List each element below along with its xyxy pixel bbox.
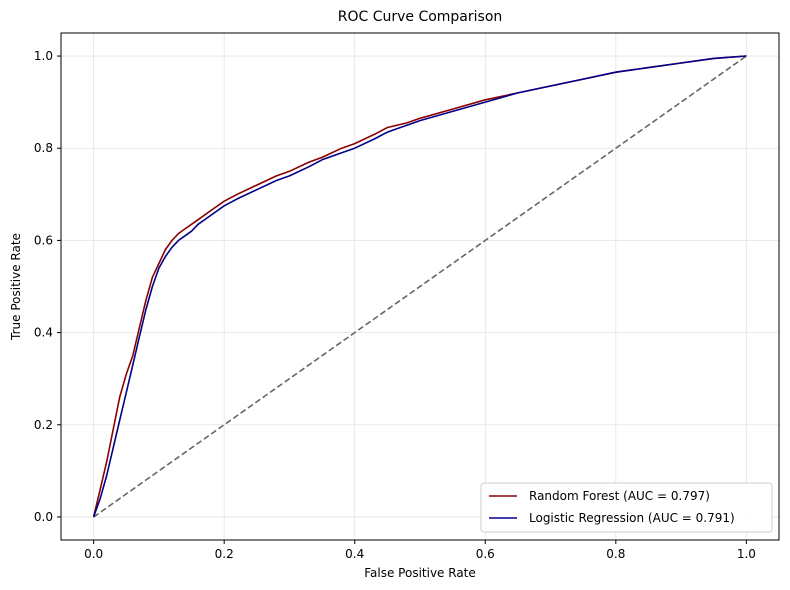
grid (61, 33, 779, 540)
x-tick-label: 0.8 (606, 547, 625, 561)
x-tick-label: 0.0 (84, 547, 103, 561)
x-axis-label: False Positive Rate (364, 566, 476, 580)
ticks: 0.0 0.2 0.4 0.6 0.8 1.0 0.0 0.2 0.4 0.6 0.8 1.0 (34, 49, 756, 561)
x-tick-label: 0.4 (345, 547, 364, 561)
series-layer (92, 55, 747, 518)
y-tick-label: 0.6 (34, 233, 53, 247)
x-tick-label: 1.0 (737, 547, 756, 561)
legend: Random Forest (AUC = 0.797) Logistic Reg… (480, 482, 773, 533)
legend-label-logistic-regression: Logistic Regression (AUC = 0.791) (529, 511, 735, 525)
x-tick-label: 0.6 (476, 547, 495, 561)
y-axis-label: True Positive Rate (9, 233, 23, 341)
y-tick-label: 0.2 (34, 418, 53, 432)
chart-title: ROC Curve Comparison (338, 9, 503, 25)
y-tick-label: 0.0 (34, 510, 53, 524)
chance-diagonal-line (93, 55, 747, 518)
x-tick-label: 0.2 (215, 547, 234, 561)
y-tick-label: 0.4 (34, 326, 53, 340)
y-tick-label: 1.0 (34, 49, 53, 63)
plot-frame (60, 32, 780, 541)
legend-label-random-forest: Random Forest (AUC = 0.797) (529, 489, 710, 503)
roc-line-logistic-regression (92, 55, 747, 518)
legend-box (480, 482, 773, 533)
y-tick-label: 0.8 (34, 141, 53, 155)
